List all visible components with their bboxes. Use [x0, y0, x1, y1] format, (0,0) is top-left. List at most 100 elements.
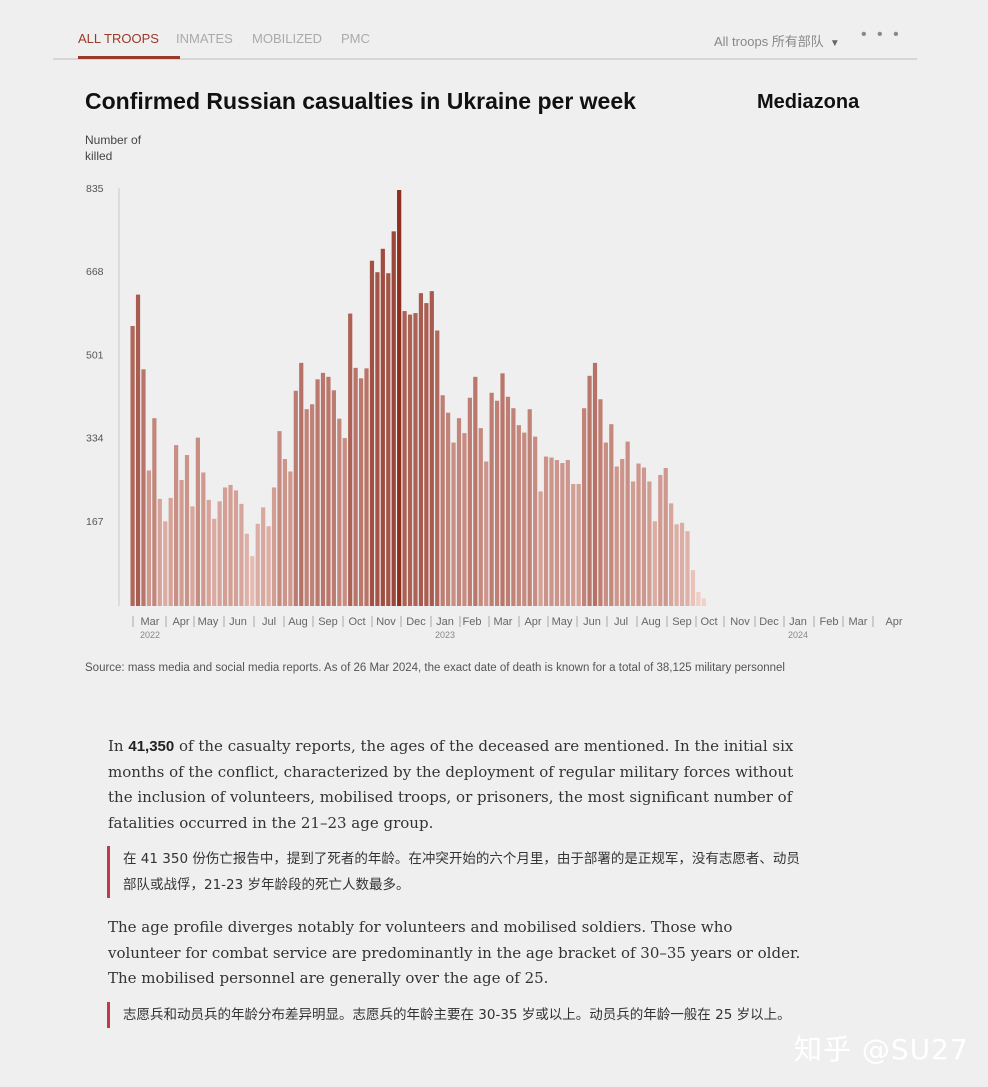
bar	[484, 461, 489, 606]
bar	[304, 409, 309, 606]
bar	[505, 396, 511, 606]
bar	[135, 294, 141, 606]
bar	[364, 368, 369, 606]
x-tick-label: Feb	[820, 616, 839, 628]
bar	[369, 260, 375, 606]
bar	[293, 390, 298, 606]
bar	[168, 497, 173, 606]
bar	[326, 376, 331, 606]
bar	[603, 442, 608, 606]
bar	[674, 524, 679, 606]
bar	[647, 481, 652, 606]
chart-source-note: Source: mass media and social media repo…	[85, 662, 785, 674]
bar	[353, 367, 358, 606]
bar	[663, 467, 668, 606]
bar	[446, 412, 451, 606]
bar	[358, 378, 364, 606]
bar	[658, 474, 663, 606]
x-tick-label: May	[552, 616, 573, 628]
bar	[174, 445, 179, 606]
bar	[582, 408, 587, 606]
bar	[467, 397, 472, 606]
tab-inmates[interactable]: INMATES	[176, 31, 233, 46]
bar	[157, 498, 162, 606]
bar	[679, 522, 685, 606]
bar	[696, 592, 701, 606]
bar	[500, 373, 505, 606]
bar	[331, 390, 336, 606]
bar	[625, 441, 630, 606]
bar	[217, 501, 222, 606]
bar	[549, 457, 554, 606]
bar	[407, 314, 413, 606]
bar	[511, 408, 516, 606]
x-tick-label: Mar	[849, 616, 868, 628]
bar	[190, 506, 195, 606]
bar	[386, 273, 391, 606]
tab-pmc[interactable]: PMC	[341, 31, 370, 46]
bar	[179, 479, 184, 606]
x-tick-label: Sep	[318, 616, 338, 628]
bar	[685, 531, 690, 606]
article-paragraph-2: The age profile diverges notably for vol…	[108, 918, 801, 987]
bar	[250, 556, 255, 606]
bar	[669, 503, 674, 606]
translation-quote-2: 志愿兵和动员兵的年龄分布差异明显。志愿兵的年龄主要在 30-35 岁或以上。动员…	[107, 1002, 807, 1028]
x-tick-label: Jan	[436, 616, 454, 628]
bar	[489, 392, 494, 606]
translation-quote-1: 在 41 350 份伤亡报告中，提到了死者的年龄。在冲突开始的六个月里，由于部署…	[107, 846, 807, 898]
bar	[163, 521, 168, 606]
bar	[636, 463, 641, 606]
x-tick-label: Dec	[406, 616, 426, 628]
bar	[418, 293, 424, 606]
bar	[494, 400, 500, 606]
bar	[652, 521, 657, 606]
x-tick-label: Oct	[348, 616, 365, 628]
bar	[620, 459, 625, 606]
x-tick-label: Aug	[288, 616, 308, 628]
bar	[424, 303, 429, 606]
x-tick-label: Jun	[583, 616, 601, 628]
tab-mobilized[interactable]: MOBILIZED	[252, 31, 323, 46]
bar	[701, 598, 706, 606]
troop-type-select[interactable]: All troops 所有部队 ▼	[714, 31, 840, 50]
chart-title: Confirmed Russian casualties in Ukraine …	[85, 88, 636, 114]
bar	[690, 570, 696, 606]
bar	[609, 424, 614, 606]
bar	[380, 248, 385, 606]
x-tick-label: Oct	[700, 616, 717, 628]
y-tick-label: 835	[86, 183, 104, 195]
x-year-label: 2024	[788, 630, 808, 640]
x-tick-label: Aug	[641, 616, 661, 628]
tab-all-troops[interactable]: ALL TROOPS	[78, 31, 159, 46]
tab-bar: ALL TROOPS INMATES MOBILIZED PMC All tro…	[53, 0, 917, 60]
active-tab-indicator	[78, 56, 180, 59]
bar	[320, 372, 326, 606]
bar	[255, 523, 260, 606]
x-tick-label: Nov	[376, 616, 396, 628]
bar	[348, 313, 353, 606]
bar	[201, 472, 206, 606]
bar	[391, 231, 396, 606]
bar	[473, 376, 478, 606]
bar	[630, 481, 636, 606]
bar	[397, 190, 402, 606]
bar	[592, 362, 598, 606]
x-tick-label: Feb	[463, 616, 482, 628]
bar	[375, 272, 380, 606]
x-tick-label: May	[198, 616, 219, 628]
y-tick-label: 501	[86, 349, 104, 361]
more-options-icon[interactable]: • • •	[861, 26, 902, 43]
bar	[429, 291, 434, 606]
brand-logo: Mediazona	[757, 91, 860, 113]
bar	[342, 438, 347, 606]
x-tick-label: Jan	[789, 616, 807, 628]
bar	[554, 460, 560, 606]
bar	[402, 311, 407, 606]
bar	[527, 409, 532, 606]
y-tick-label: 167	[86, 516, 104, 528]
x-tick-label: Jun	[229, 616, 247, 628]
bar	[130, 326, 135, 606]
bar	[451, 442, 456, 606]
bar	[337, 418, 342, 606]
